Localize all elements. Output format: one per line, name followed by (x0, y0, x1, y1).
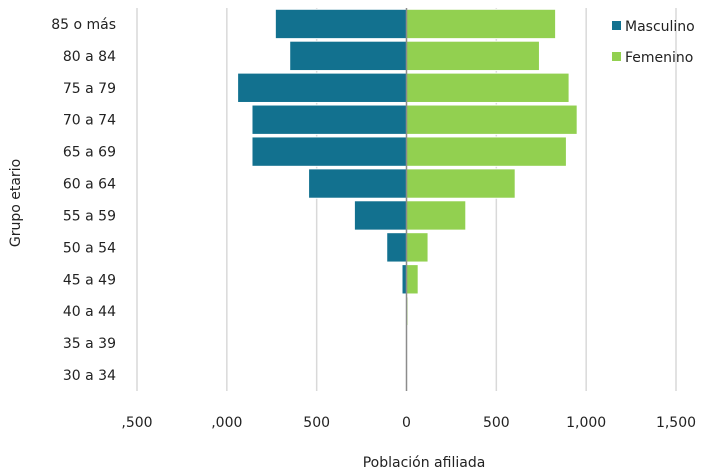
y-tick-labels: 85 o más 80 a 84 75 a 79 70 a 74 65 a 69 60 a… (51, 17, 116, 384)
legend-item-masculino: Masculino (612, 19, 695, 35)
y-tick-label: 40 a 44 (63, 304, 116, 320)
legend-item-femenino: Femenino (612, 50, 693, 66)
bars-group (237, 8, 578, 391)
y-tick-label: 30 a 34 (63, 368, 116, 384)
x-tick-labels: ,500 ,000 500 0 500 1,000 1,500 (121, 415, 696, 431)
x-tick-label: 1,000 (566, 415, 606, 431)
y-tick-label: 55 a 59 (63, 208, 116, 224)
y-tick-label: 60 a 64 (63, 177, 116, 193)
y-axis-title: Grupo etario (8, 159, 24, 247)
legend-label-masculino: Masculino (625, 19, 695, 35)
bar-femenino (406, 232, 429, 263)
bar-femenino (406, 200, 467, 231)
y-tick-label: 75 a 79 (63, 81, 116, 97)
grid-lines (136, 8, 677, 391)
x-tick-label: 0 (402, 415, 411, 431)
x-tick-label: ,000 (211, 415, 242, 431)
bar-masculino (353, 200, 407, 231)
bar-masculino (274, 8, 407, 40)
bar-masculino (386, 232, 407, 263)
y-tick-label: 65 a 69 (63, 145, 116, 161)
bar-femenino (406, 40, 540, 72)
bar-femenino (406, 8, 557, 40)
x-tick-label: 500 (303, 415, 330, 431)
bar-femenino (406, 264, 419, 295)
bar-femenino (406, 168, 516, 199)
x-tick-label: ,500 (121, 415, 152, 431)
legend-label-femenino: Femenino (625, 50, 693, 66)
y-tick-label: 50 a 54 (63, 240, 116, 256)
bar-masculino (251, 104, 407, 135)
legend: Masculino Femenino (612, 19, 695, 66)
bar-masculino (289, 40, 408, 72)
bar-masculino (251, 136, 407, 167)
bar-femenino (406, 104, 578, 135)
y-tick-label: 85 o más (51, 17, 116, 33)
x-tick-label: 500 (483, 415, 510, 431)
legend-swatch-masculino (612, 21, 621, 30)
bar-masculino (237, 72, 407, 103)
y-tick-label: 35 a 39 (63, 336, 116, 352)
y-tick-label: 45 a 49 (63, 272, 116, 288)
bar-femenino (406, 136, 567, 167)
x-tick-label: 1,500 (656, 415, 696, 431)
legend-swatch-femenino (612, 52, 621, 61)
x-axis-title: Población afiliada (363, 455, 486, 471)
bar-masculino (308, 168, 407, 199)
y-tick-label: 70 a 74 (63, 113, 116, 129)
y-tick-label: 80 a 84 (63, 49, 116, 65)
bar-femenino (406, 72, 570, 103)
